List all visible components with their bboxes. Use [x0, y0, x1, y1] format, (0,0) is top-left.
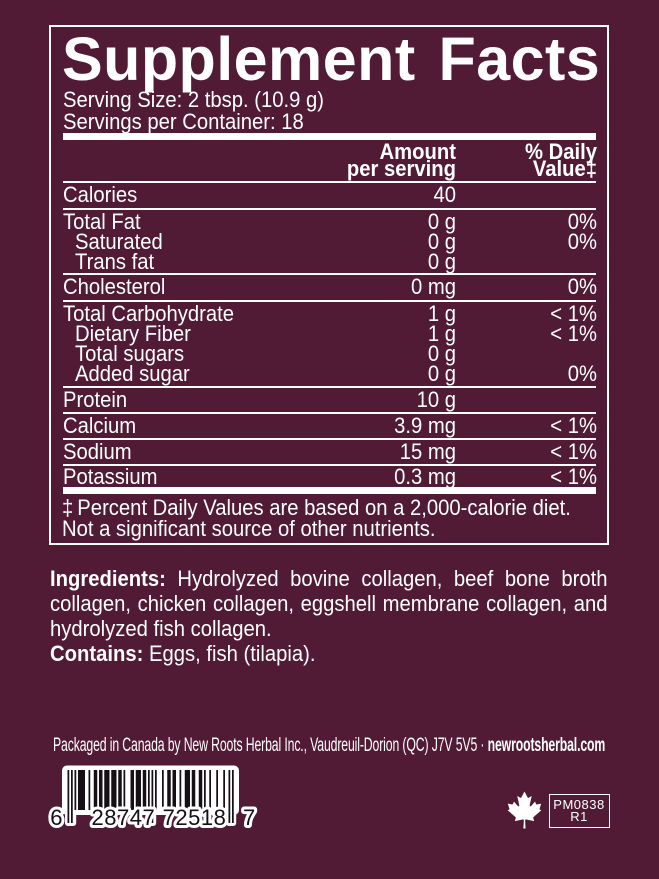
svg-text:7: 7: [243, 805, 256, 830]
svg-text:6: 6: [50, 805, 63, 830]
svg-text:28747: 28747: [92, 805, 156, 830]
svg-text:72518: 72518: [163, 805, 227, 830]
